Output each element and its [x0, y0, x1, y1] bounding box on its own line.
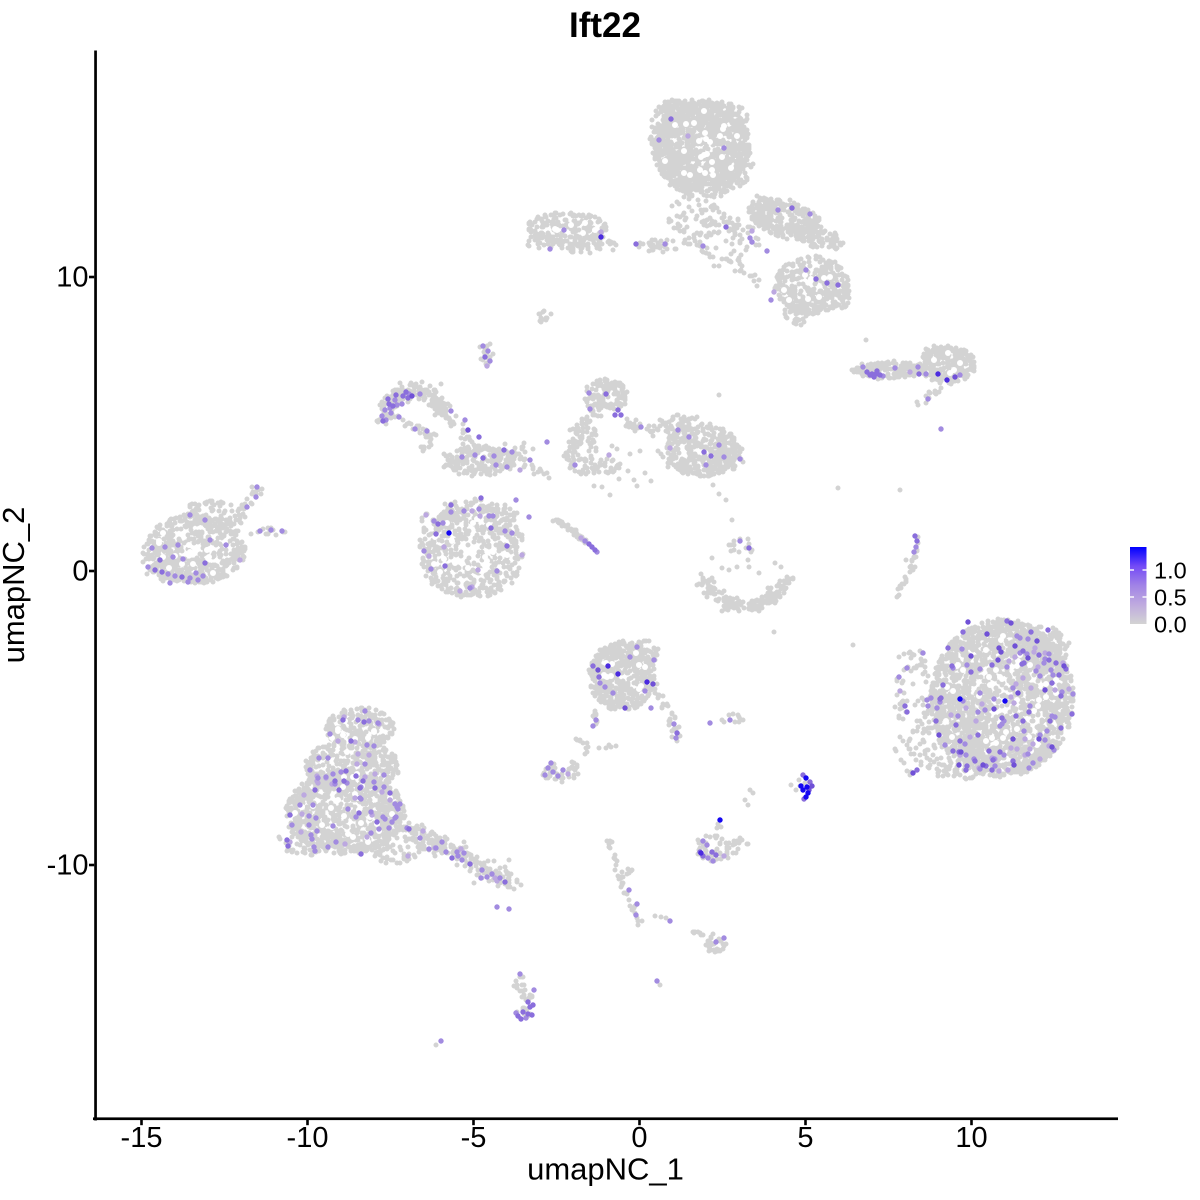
svg-text:5: 5 — [797, 1122, 813, 1154]
svg-text:0.0: 0.0 — [1154, 612, 1187, 638]
svg-text:-15: -15 — [121, 1122, 163, 1154]
svg-text:umapNC_2: umapNC_2 — [0, 507, 31, 664]
svg-text:0.5: 0.5 — [1154, 585, 1187, 611]
svg-text:0: 0 — [72, 556, 88, 588]
svg-text:-10: -10 — [47, 850, 89, 882]
svg-text:-10: -10 — [287, 1122, 329, 1154]
svg-text:umapNC_1: umapNC_1 — [527, 1152, 684, 1187]
svg-text:10: 10 — [955, 1122, 987, 1154]
svg-text:-5: -5 — [461, 1122, 487, 1154]
svg-text:10: 10 — [56, 262, 88, 294]
svg-text:1.0: 1.0 — [1154, 558, 1187, 584]
svg-text:Ift22: Ift22 — [569, 6, 641, 45]
svg-text:0: 0 — [631, 1122, 647, 1154]
